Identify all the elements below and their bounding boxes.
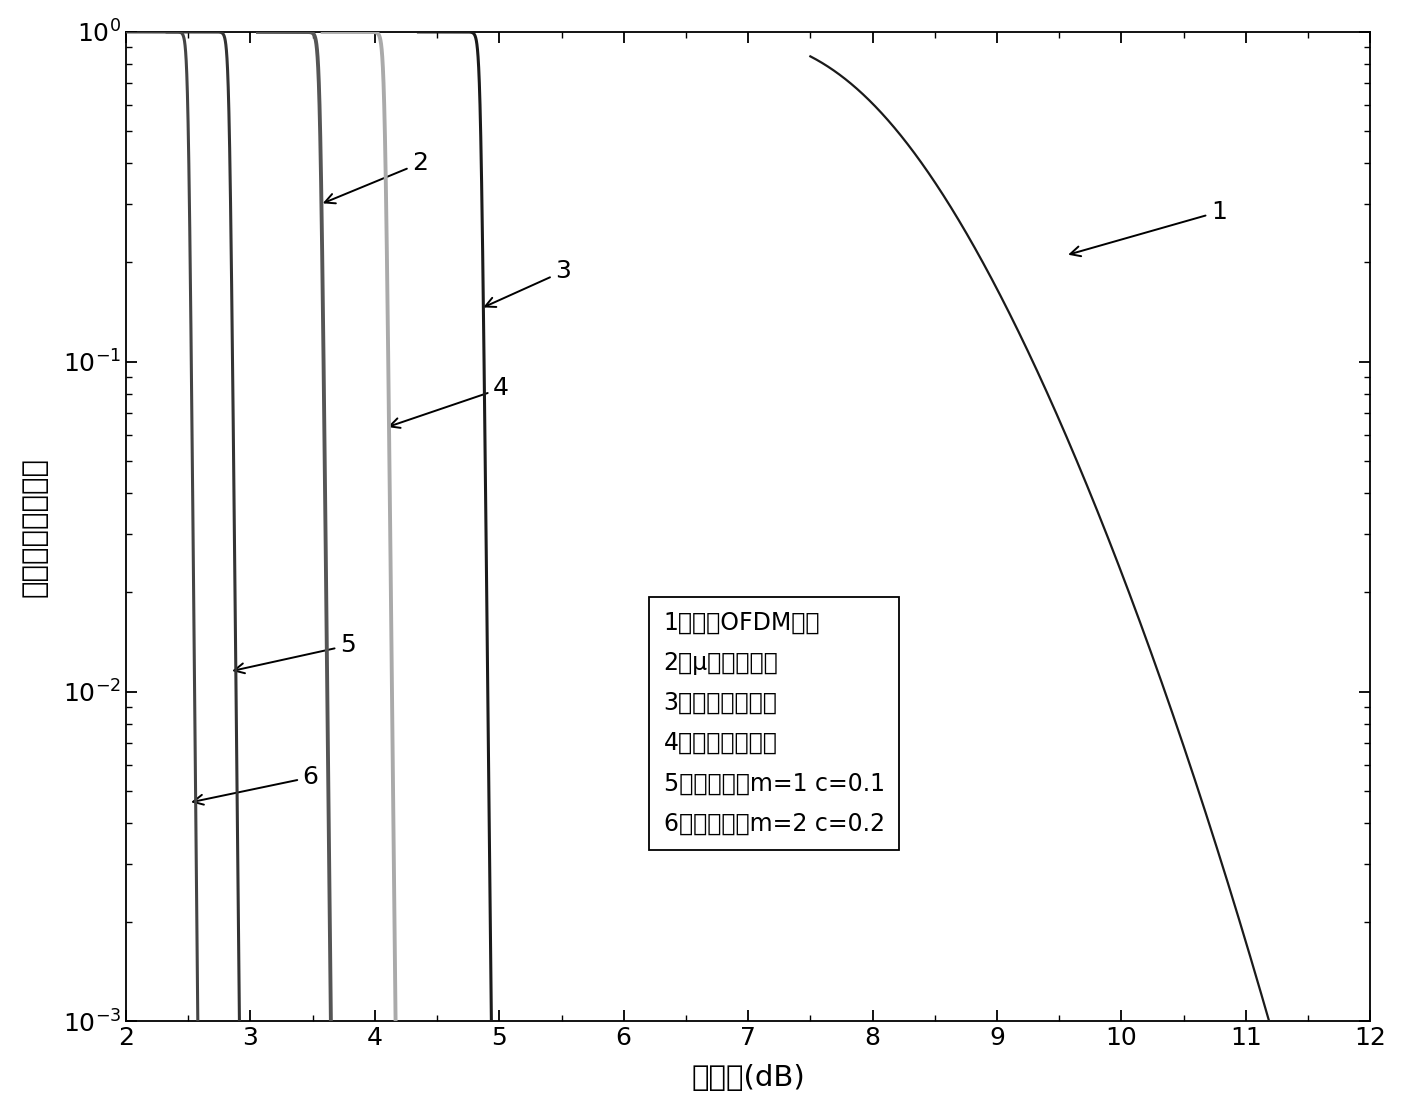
Text: 2: 2 [325, 151, 428, 204]
Text: 4: 4 [390, 376, 509, 427]
Y-axis label: 互补累积分布函数: 互补累积分布函数 [21, 456, 49, 597]
Text: 1: 1 [1071, 199, 1227, 256]
X-axis label: 峰平比(dB): 峰平比(dB) [691, 1064, 805, 1092]
Text: 3: 3 [485, 259, 571, 307]
Text: 6: 6 [193, 766, 319, 805]
Text: 1、原始OFDM信号
2、μ律压扩方法
3、指数压扩方法
4、梯形压扩方法
5、本发明：m=1 c=0.1
6、本发明：m=2 c=0.2: 1、原始OFDM信号 2、μ律压扩方法 3、指数压扩方法 4、梯形压扩方法 5、… [664, 611, 885, 836]
Text: 5: 5 [234, 633, 356, 673]
